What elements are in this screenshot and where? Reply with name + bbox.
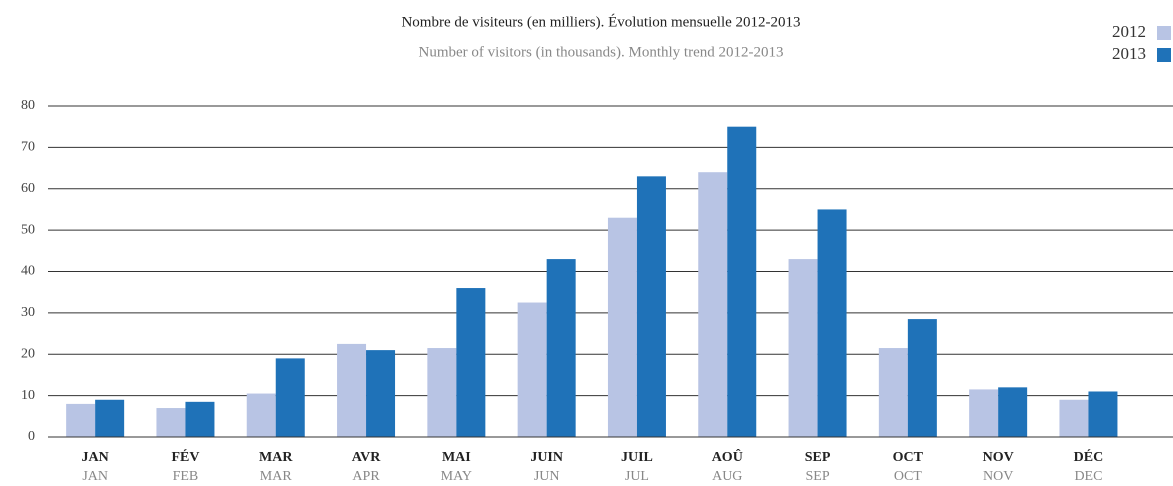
x-tick-label-en: APR: [352, 469, 380, 484]
x-tick-label: MAR: [259, 450, 293, 465]
y-tick-label: 10: [21, 388, 35, 403]
legend-label: 2012: [1112, 22, 1146, 41]
y-tick-label: 70: [21, 140, 35, 155]
chart-subtitle: Number of visitors (in thousands). Month…: [419, 44, 784, 60]
bar: [185, 401, 215, 437]
bar: [1059, 399, 1089, 437]
x-tick-label-en: AUG: [712, 469, 742, 484]
x-tick-label-en: JUN: [534, 469, 560, 484]
bar: [817, 209, 847, 437]
y-tick-label: 50: [21, 222, 35, 237]
legend-swatch: [1157, 26, 1171, 40]
x-tick-label: SEP: [805, 450, 831, 465]
x-tick-label: NOV: [983, 450, 1014, 465]
x-tick-label-en: MAR: [260, 469, 293, 484]
bar: [275, 358, 305, 437]
x-tick-label: DÉC: [1074, 448, 1104, 465]
bar: [517, 302, 547, 437]
x-tick-label: AVR: [352, 450, 381, 465]
bar: [969, 389, 999, 437]
bar: [366, 350, 396, 437]
y-tick-label: 0: [28, 429, 35, 444]
bar: [337, 343, 367, 437]
bar: [95, 399, 125, 437]
x-tick-label-en: SEP: [805, 469, 829, 484]
y-tick-label: 60: [21, 181, 35, 196]
x-tick-label: JUIN: [530, 450, 563, 465]
y-tick-label: 40: [21, 264, 35, 279]
bar: [607, 217, 637, 437]
bar: [456, 288, 486, 437]
x-tick-label: FÉV: [171, 448, 199, 465]
x-tick-label: JAN: [82, 450, 109, 465]
bar: [788, 259, 818, 437]
bar: [246, 393, 276, 437]
x-tick-label: AOÛ: [712, 448, 743, 465]
bar: [878, 348, 908, 437]
x-tick-label-en: JUL: [625, 469, 649, 484]
x-tick-label-en: FEB: [173, 469, 199, 484]
bar: [907, 319, 937, 437]
x-tick-label-en: MAY: [441, 469, 472, 484]
bar: [1088, 391, 1118, 437]
bar: [156, 408, 186, 437]
x-tick-label: JUIL: [621, 450, 653, 465]
bar: [427, 348, 457, 437]
chart-title: Nombre de visiteurs (en milliers). Évolu…: [401, 13, 800, 30]
x-tick-label-en: NOV: [983, 469, 1013, 484]
bar: [66, 403, 96, 437]
bar: [998, 387, 1028, 437]
bar: [698, 172, 728, 437]
x-tick-label: MAI: [442, 450, 471, 465]
bar: [636, 176, 666, 437]
x-tick-label: OCT: [893, 450, 924, 465]
bar: [727, 126, 757, 437]
legend-label: 2013: [1112, 44, 1146, 63]
legend-swatch: [1157, 48, 1171, 62]
y-tick-label: 80: [21, 98, 35, 113]
x-tick-label-en: JAN: [82, 469, 108, 484]
y-tick-label: 30: [21, 305, 35, 320]
y-tick-label: 20: [21, 346, 35, 361]
bar: [546, 259, 576, 437]
x-tick-label-en: OCT: [894, 469, 922, 484]
x-tick-label-en: DEC: [1074, 469, 1102, 484]
